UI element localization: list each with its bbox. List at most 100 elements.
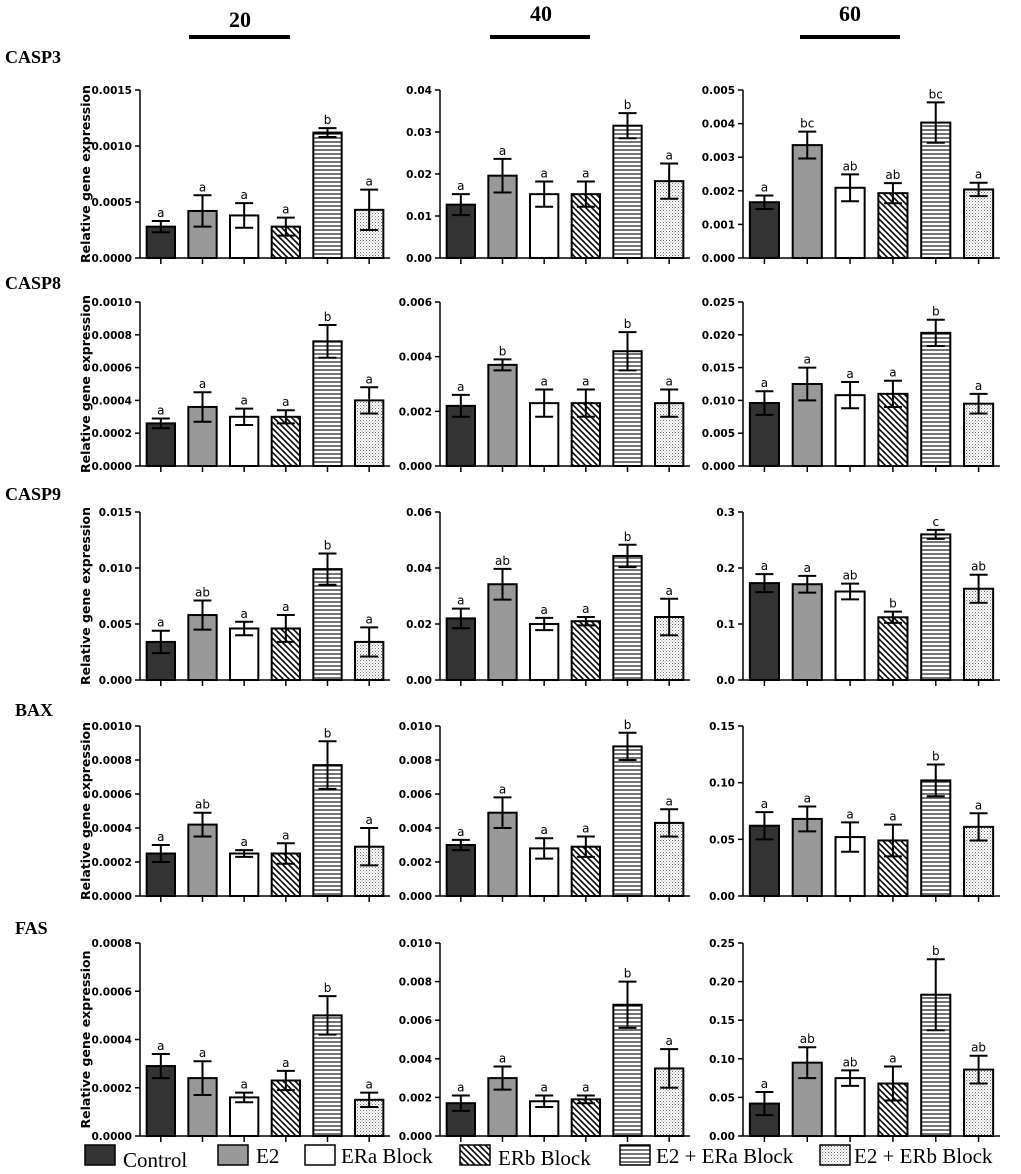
significance-label: a [457,380,464,394]
y-tick-label: 0.002 [399,857,432,869]
error-bar-e2 [193,1060,212,1096]
significance-label: a [240,188,247,202]
error-bar-control [451,607,470,630]
bar-erb-block [570,620,602,682]
y-tick-label: 0.010 [399,721,432,733]
error-bar-era-block [535,1094,554,1109]
y-tick-label: 0.000 [399,461,432,473]
row-label-casp9: CASP9 [5,484,61,504]
error-bar-control [755,811,774,841]
y-tick-label: 0.008 [399,755,432,767]
error-bar-era-block [235,849,254,858]
significance-label: bc [929,87,943,101]
error-bar-e2-era-block [318,323,337,359]
y-tick-label: 0.0004 [91,1035,132,1047]
significance-label: ab [495,554,510,568]
significance-label: ab [971,560,986,574]
error-bar-control [151,629,170,655]
error-bar-e2-era-block [926,101,945,144]
significance-label: a [761,797,768,811]
panel-casp3-day40: 0.00 0.01 0.02 0.03 0.04 a a a a b a [406,85,690,265]
error-bar-erb-block [883,610,902,624]
error-bar-e2 [798,574,817,594]
y-axis-title: Relative gene expression [78,295,93,473]
y-axis-title: Relative gene expression [78,722,93,900]
significance-label: ab [800,1032,815,1046]
significance-label: b [932,305,940,319]
significance-label: a [582,167,589,181]
y-axis-title: Relative gene expression [78,507,93,685]
significance-label: a [665,374,672,388]
significance-label: ab [843,1055,858,1069]
panel-casp9-day60: 0.0 0.1 0.2 0.3 a a ab b c ab [716,507,1000,687]
error-bar-e2 [798,130,817,160]
error-bar-e2-era-block [618,731,637,761]
significance-label: bc [800,117,814,131]
error-bar-era-block [841,821,860,853]
significance-label: a [804,791,811,805]
y-tick-label: 0.02 [406,169,432,181]
column-header-label: 40 [530,1,552,26]
error-bar-e2 [493,796,512,829]
significance-label: a [499,144,506,158]
y-tick-label: 0.20 [709,977,735,989]
error-bar-control [755,1090,774,1117]
y-tick-label: 0.0002 [91,857,132,869]
error-bar-erb-block [576,616,595,627]
y-tick-label: 0.006 [399,1015,432,1027]
y-tick-label: 0.0004 [91,823,132,835]
y-tick-label: 0.1 [716,619,735,631]
significance-label: b [932,750,940,764]
y-tick-label: 0.10 [709,1054,735,1066]
y-tick-label: 0.06 [406,507,432,519]
significance-label: a [804,561,811,575]
column-header-60: 60 [800,1,900,39]
y-axis-title: Relative gene expression [78,951,93,1129]
y-tick-label: 0.3 [716,507,735,519]
error-bar-erb-block [576,835,595,858]
significance-label: a [282,828,289,842]
significance-label: a [157,206,164,220]
y-tick-label: 0.10 [709,778,735,790]
legend-item-erb: ERb Block [459,1144,591,1170]
y-tick-label: 0.002 [702,186,735,198]
y-tick-label: 0.0002 [91,428,132,440]
bar-era-block [229,627,260,681]
bar-era-block [834,590,866,682]
y-tick-label: 0.008 [399,977,432,989]
significance-label: a [282,203,289,217]
error-bar-e2-erb-block [360,386,379,415]
significance-label: a [457,825,464,839]
significance-label: a [665,149,672,163]
column-header-label: 60 [839,1,861,26]
y-tick-label: 0.02 [406,619,432,631]
significance-label: a [846,367,853,381]
y-tick-label: 0.04 [406,563,432,575]
bar-control [748,582,780,681]
significance-label: a [240,1078,247,1092]
y-tick-label: 0.0015 [91,85,132,97]
error-bar-control [755,390,774,416]
error-bar-erb-block [276,1069,295,1092]
panel-bax-day20: 0.0000 0.0002 0.0004 0.0006 0.0008 0.0010Rela… [78,721,390,903]
error-bar-e2-erb-block [660,388,679,418]
legend-label-erb: ERb Block [498,1146,591,1170]
significance-label: b [324,113,332,127]
significance-label: a [282,1056,289,1070]
y-tick-label: 0.005 [702,85,735,97]
bar-e2 [487,363,518,467]
legend: Control E2 ERa Block ERb Block E2 + ERa … [84,1144,993,1172]
significance-label: a [540,374,547,388]
y-tick-label: 0.001 [702,219,735,231]
significance-label: ab [971,1041,986,1055]
significance-label: a [761,1077,768,1091]
y-tick-label: 0.015 [99,507,132,519]
y-tick-label: 0.004 [399,352,432,364]
significance-label: b [624,317,632,331]
significance-label: b [324,310,332,324]
error-bar-erb-block [576,180,595,208]
y-tick-label: 0.0010 [91,297,132,309]
significance-label: a [199,1046,206,1060]
